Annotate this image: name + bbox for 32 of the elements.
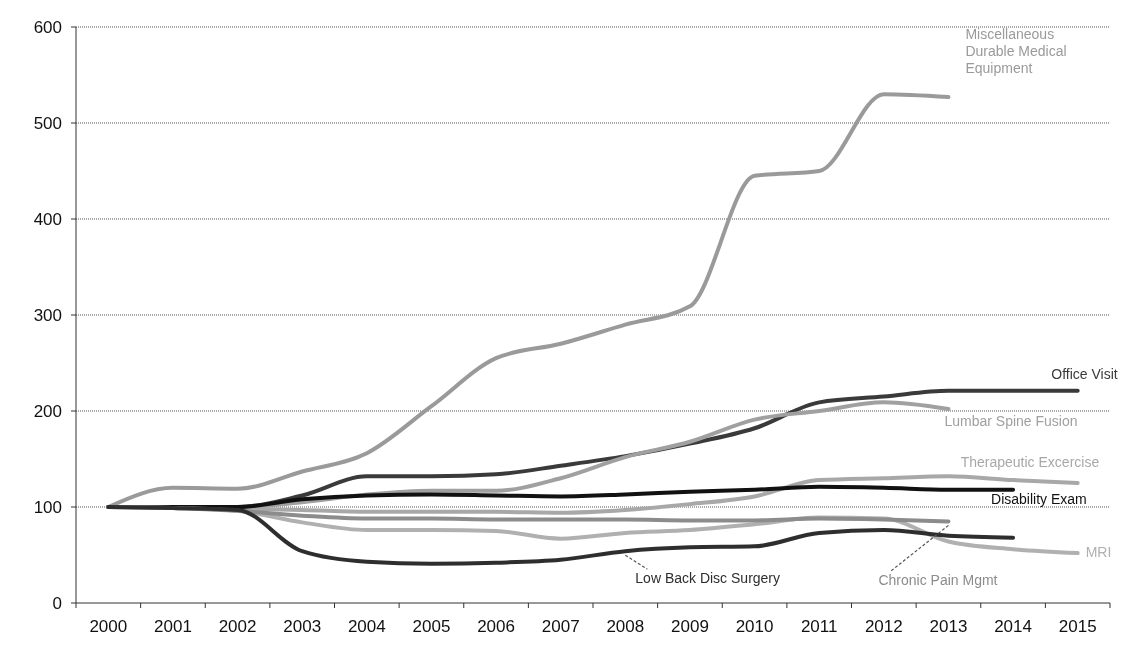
x-tick-label: 2005 — [412, 617, 451, 636]
series-label: Low Back Disc Surgery — [635, 570, 781, 587]
y-tick-label: 200 — [33, 401, 62, 421]
x-tick-label: 2013 — [929, 617, 968, 636]
y-tick-label: 400 — [33, 209, 62, 229]
x-tick-label: 2011 — [800, 617, 838, 636]
x-tick-label: 2001 — [154, 617, 192, 636]
series-label: Disability Exam — [991, 490, 1087, 507]
y-tick-label: 600 — [33, 17, 62, 37]
line-series — [106, 505, 1016, 566]
series-label: Lumbar Spine Fusion — [944, 413, 1078, 430]
x-tick-label: 2003 — [283, 617, 322, 636]
x-tick-label: 2002 — [218, 617, 257, 636]
y-tick-label: 0 — [52, 593, 62, 613]
x-tick-label: 2009 — [671, 617, 709, 636]
series-label: Miscellaneous Durable Medical Equipment — [965, 26, 1067, 76]
x-tick-label: 2010 — [735, 617, 774, 636]
x-tick-label: 2012 — [864, 617, 903, 636]
x-tick-label: 2000 — [89, 617, 128, 636]
x-tick-label: 2015 — [1058, 617, 1097, 636]
y-tick-label: 500 — [33, 113, 62, 133]
series-label: Therapeutic Excercise — [960, 454, 1100, 470]
series-label: Office Visit — [1051, 365, 1118, 382]
x-tick-label: 2006 — [477, 617, 515, 636]
x-tick-label: 2004 — [347, 617, 386, 636]
series-label: MRI — [1085, 544, 1112, 561]
x-tick-label: 2007 — [541, 617, 580, 636]
x-tick-label: 2014 — [994, 617, 1032, 636]
text: Chronic Pain Mgmt — [878, 572, 998, 589]
y-tick-label: 100 — [33, 497, 62, 517]
y-tick-label: 300 — [33, 305, 62, 325]
x-tick-label: 2008 — [606, 617, 645, 636]
